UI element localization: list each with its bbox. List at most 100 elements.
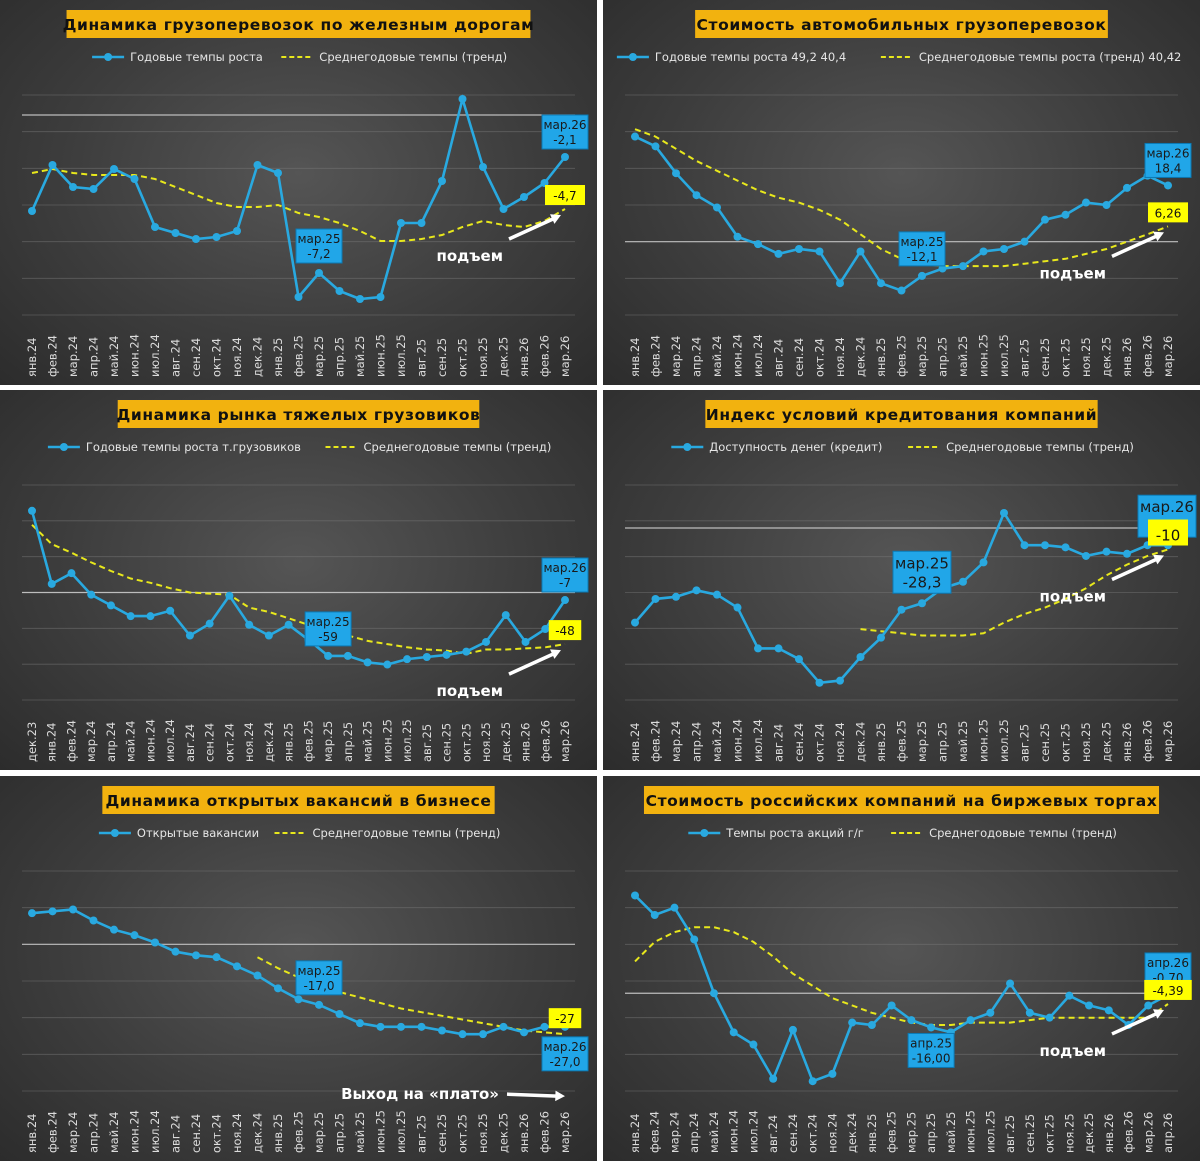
x-tick-label: апр.25 [936, 722, 950, 762]
x-tick-label: дек.24 [854, 337, 868, 377]
chart-svg: Стоимость автомобильных грузоперевозок Го… [616, 10, 1192, 377]
x-tick-label: май.24 [124, 721, 138, 763]
x-tick-label: ноя.25 [476, 337, 490, 377]
x-tick-label: фев.24 [46, 335, 60, 377]
x-tick-label: май.24 [707, 1112, 721, 1154]
data-point [938, 264, 947, 273]
x-tick-label: мар.25 [915, 336, 929, 377]
data-point [1025, 1008, 1034, 1017]
data-point [651, 142, 660, 151]
x-tick-label: дек.24 [251, 337, 265, 377]
legend-label-trend: Среднегодовые темпы (тренд) [313, 826, 501, 840]
data-point [438, 1026, 446, 1035]
data-point [212, 953, 221, 962]
x-tick-label: мар.26 [1161, 336, 1175, 377]
x-tick-label: апр.25 [341, 722, 355, 762]
callout-text: -12,1 [906, 250, 937, 264]
callout-text: -27,0 [549, 1055, 580, 1069]
data-point [856, 653, 865, 661]
callout-box [898, 231, 946, 267]
data-point [417, 219, 426, 227]
callout-text: апр.26 [1147, 956, 1189, 970]
x-tick-label: апр.24 [87, 337, 101, 377]
data-point [815, 678, 824, 687]
data-point [315, 269, 323, 277]
arrow-shaft [1111, 234, 1157, 258]
callout-text: -28,3 [903, 573, 942, 591]
title-text: Стоимость автомобильных грузоперевозок [697, 16, 1107, 34]
data-point [672, 169, 680, 178]
arrow-annotation: подъем [437, 214, 561, 265]
arrow-annotation: подъем [1040, 554, 1164, 606]
data-point [110, 925, 118, 934]
x-tick-label: дек.25 [1100, 722, 1114, 762]
x-tick-label: сен.24 [189, 1114, 203, 1153]
title-box [102, 786, 495, 814]
x-axis-labels: янв.24 фев.24 мар.24 апр.24 май.24 июн.24 июл.… [25, 1110, 572, 1153]
callout-box [541, 557, 589, 593]
data-point [867, 1021, 876, 1029]
data-point [69, 905, 77, 914]
x-tick-label: ноя.25 [476, 1113, 490, 1153]
data-point [106, 601, 115, 610]
x-tick-label: янв.26 [517, 1113, 531, 1153]
title-box [117, 400, 480, 428]
data-point [130, 175, 139, 183]
x-tick-label: окт.25 [456, 338, 470, 377]
x-tick-label: июл.24 [148, 334, 162, 377]
data-point [284, 620, 293, 629]
data-point [294, 995, 303, 1004]
data-point [397, 219, 405, 227]
data-point [253, 161, 262, 169]
data-point [1082, 198, 1090, 207]
trend-label-text: -48 [555, 624, 575, 638]
x-tick-label: янв.25 [874, 337, 888, 377]
x-tick-label: май.24 [710, 336, 724, 378]
callout-text: мар.25 [895, 554, 949, 572]
data-point [87, 590, 96, 599]
data-point [1123, 183, 1131, 192]
callout-box [892, 550, 952, 594]
legend-label-series: Доступность денег (кредит) [709, 440, 882, 454]
legend-label-series: Годовые темпы роста т.грузовиков [86, 440, 301, 454]
x-tick-label: июн.25 [374, 1110, 388, 1153]
chart-panel: Стоимость автомобильных грузоперевозок Го… [603, 0, 1200, 385]
data-point [749, 1040, 758, 1049]
callout-text: апр.25 [910, 1036, 952, 1050]
x-axis-labels: янв.24 фев.24 мар.24 апр.24 май.24 июн.24 июл.… [628, 334, 1175, 377]
arrow-annotation: Выход на «плато» [341, 1085, 565, 1103]
x-axis-labels: дек.23 янв.24 фев.24 мар.24 апр.24 май.24 июн.… [25, 719, 572, 762]
data-point [815, 247, 824, 256]
data-point [1061, 210, 1070, 219]
x-tick-label: ноя.24 [242, 722, 256, 762]
trend-end-label: -27 [548, 1008, 582, 1029]
chart-panel: Динамика рынка тяжелых грузовиков Годовые… [0, 390, 597, 770]
callout-text: мар.25 [297, 964, 340, 978]
callout-box [541, 114, 589, 150]
x-tick-label: мар.26 [558, 721, 572, 762]
chart-title: Динамика открытых вакансий в бизнесе [102, 786, 495, 814]
main-series-points [631, 508, 1172, 687]
x-tick-label: сен.25 [1038, 723, 1052, 762]
data-point [185, 631, 194, 640]
legend-label-trend: Среднегодовые темпы (тренд) [946, 440, 1134, 454]
x-tick-label: ноя.24 [230, 1113, 244, 1153]
x-tick-label: дек.24 [262, 722, 276, 762]
data-point [130, 931, 139, 940]
x-tick-label: янв.25 [271, 1113, 285, 1153]
arrow-annotation: подъем [1040, 231, 1164, 282]
arrow-head [550, 214, 561, 224]
data-point [690, 935, 699, 944]
gridlines [22, 94, 575, 316]
arrow-head [550, 649, 561, 659]
x-tick-label: апр.24 [690, 722, 704, 762]
callout-box [1144, 142, 1192, 178]
x-tick-label: фев.26 [538, 720, 552, 762]
chart-panel: Динамика открытых вакансий в бизнесе Откр… [0, 776, 597, 1161]
x-tick-label: сен.25 [1038, 338, 1052, 377]
x-tick-label: фев.26 [1141, 720, 1155, 762]
data-point [1000, 245, 1008, 253]
trend-end-label: 6,26 [1148, 202, 1188, 223]
x-tick-label: мар.24 [667, 1112, 681, 1153]
